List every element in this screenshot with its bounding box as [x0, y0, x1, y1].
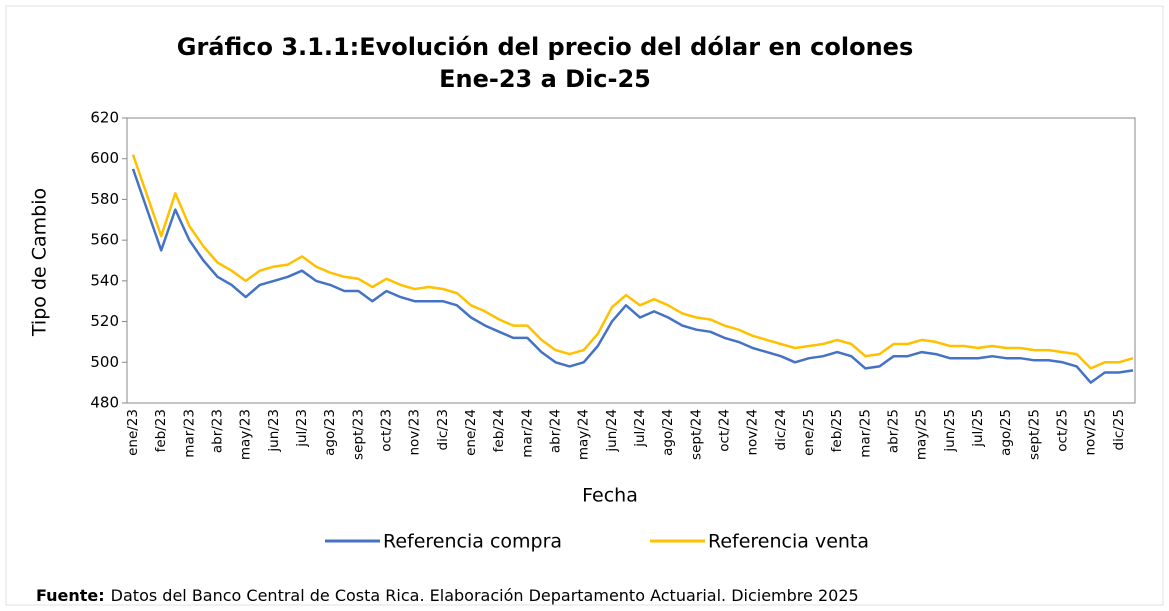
x-tick-label: may/23 [238, 409, 254, 460]
x-tick-label: may/25 [914, 409, 930, 460]
chart-title: Gráfico 3.1.1:Evolución del precio del d… [177, 33, 914, 61]
y-tick-label: 600 [90, 149, 119, 167]
y-tick-label: 560 [90, 231, 119, 249]
x-tick-label: feb/23 [153, 409, 169, 452]
x-tick-label: jun/23 [266, 409, 282, 453]
source-text: Datos del Banco Central de Costa Rica. E… [111, 586, 859, 605]
x-tick-label: ene/23 [125, 409, 141, 456]
y-tick-label: 580 [90, 190, 119, 208]
x-tick-label: nov/24 [745, 409, 761, 456]
x-tick-label: jun/24 [604, 409, 620, 453]
x-tick-label: dic/23 [435, 409, 451, 450]
plot-area [126, 117, 1136, 404]
chart-subtitle: Ene-23 a Dic-25 [439, 65, 651, 93]
legend-label: Referencia compra [383, 531, 562, 553]
x-tick-label: ago/25 [998, 409, 1014, 456]
x-tick-label: jul/23 [294, 409, 310, 448]
x-tick-label: jul/25 [970, 409, 986, 448]
series-line [131, 168, 1134, 384]
y-tick-label: 480 [90, 394, 119, 412]
x-tick-label: abr/24 [548, 409, 564, 453]
x-tick-label: sept/24 [688, 409, 704, 460]
series-line [131, 154, 1134, 370]
y-tick-label: 520 [90, 312, 119, 330]
x-tick-label: ago/24 [660, 409, 676, 456]
x-tick-label: oct/25 [1055, 409, 1071, 452]
x-tick-label: ene/25 [801, 409, 817, 456]
y-tick-label: 620 [90, 109, 119, 127]
y-axis-label: Tipo de Cambio [29, 188, 51, 337]
x-tick-label: abr/25 [886, 409, 902, 453]
x-tick-label: mar/25 [857, 409, 873, 458]
x-tick-label: nov/25 [1083, 409, 1099, 456]
x-tick-label: jul/24 [632, 409, 648, 448]
x-tick-label: oct/24 [717, 409, 733, 452]
x-tick-label: feb/24 [491, 409, 507, 452]
x-tick-label: nov/23 [407, 409, 423, 456]
x-tick-label: mar/24 [519, 409, 535, 458]
y-tick-label: 500 [90, 353, 119, 371]
x-tick-label: ene/24 [463, 409, 479, 456]
x-tick-label: sept/25 [1026, 409, 1042, 460]
x-tick-label: sept/23 [350, 409, 366, 460]
x-tick-label: oct/23 [379, 409, 395, 452]
legend-label: Referencia venta [708, 531, 869, 553]
x-tick-label: dic/25 [1111, 409, 1127, 450]
x-tick-label: may/24 [576, 409, 592, 460]
x-tick-label: ago/23 [322, 409, 338, 456]
source-label: Fuente: [36, 586, 105, 605]
x-axis-label: Fecha [582, 485, 638, 507]
chart-frame [5, 5, 1164, 606]
x-tick-label: abr/23 [210, 409, 226, 453]
source: Fuente: Datos del Banco Central de Costa … [36, 586, 859, 605]
x-tick-label: feb/25 [829, 409, 845, 452]
x-tick-label: dic/24 [773, 409, 789, 450]
x-tick-label: mar/23 [181, 409, 197, 458]
x-tick-label: jun/25 [942, 409, 958, 453]
y-tick-label: 540 [90, 271, 119, 289]
